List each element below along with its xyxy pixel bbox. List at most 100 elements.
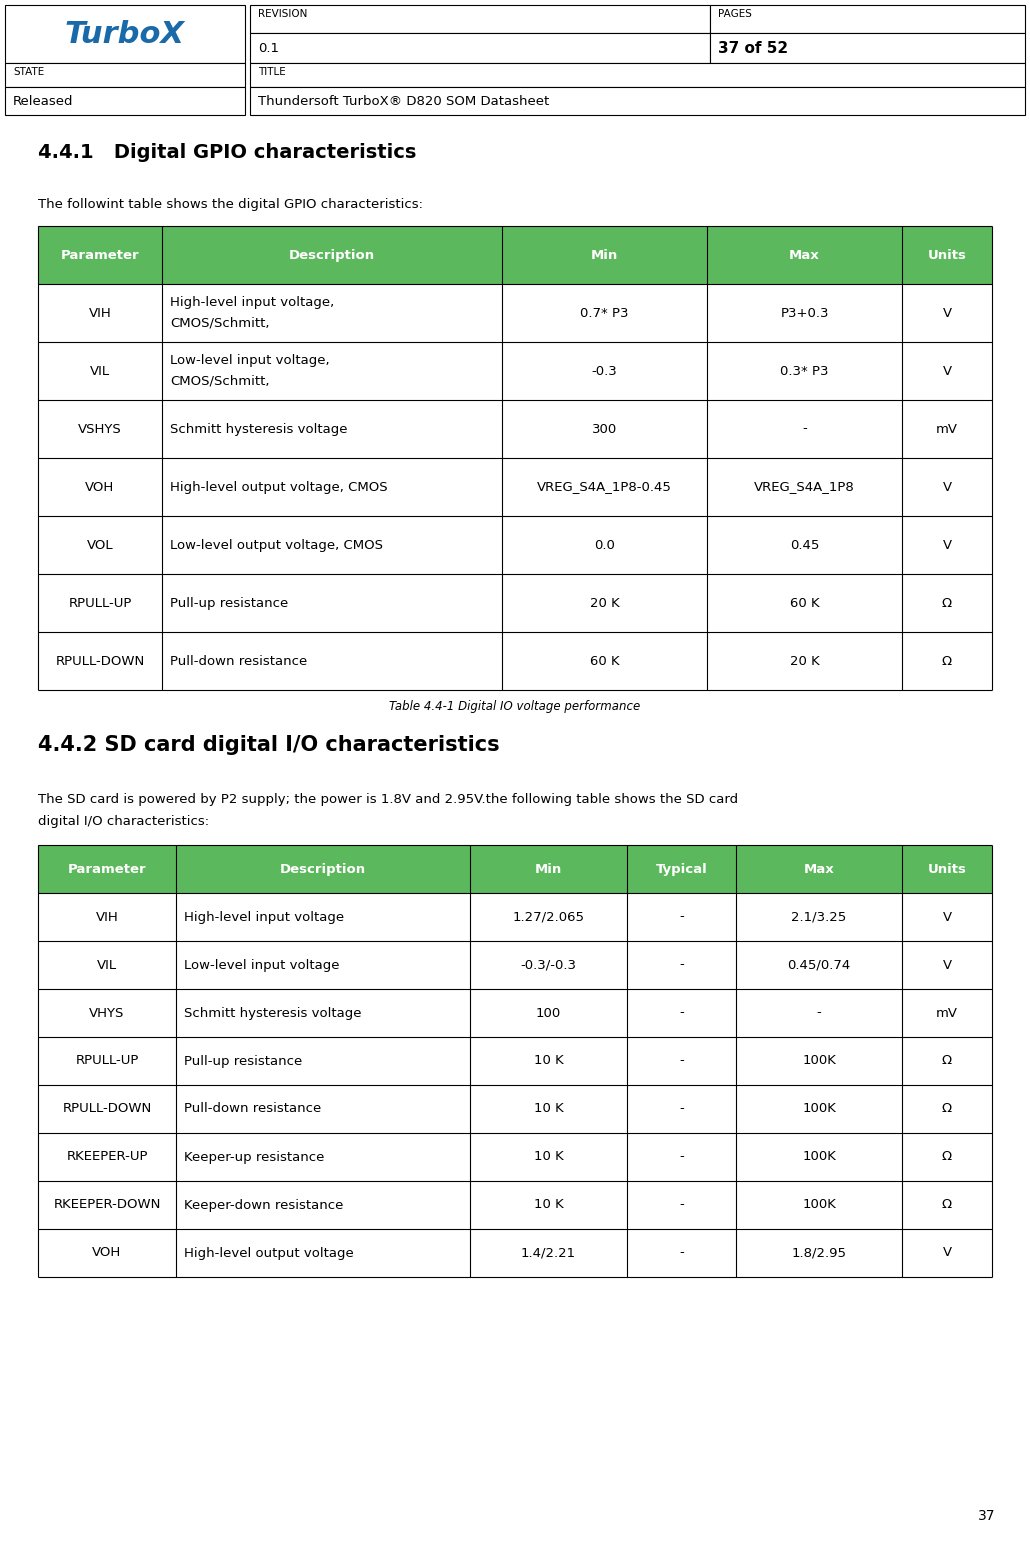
Text: VIL: VIL bbox=[90, 365, 110, 378]
Bar bbox=[707, 401, 902, 458]
Bar bbox=[736, 892, 902, 942]
Text: Low-level output voltage, CMOS: Low-level output voltage, CMOS bbox=[170, 538, 383, 552]
Bar bbox=[162, 632, 502, 690]
Text: V: V bbox=[942, 538, 952, 552]
Bar bbox=[902, 844, 992, 892]
Text: VOH: VOH bbox=[93, 1247, 122, 1259]
Bar bbox=[470, 1180, 627, 1230]
Text: Ω: Ω bbox=[942, 1151, 952, 1163]
Bar bbox=[162, 342, 502, 401]
Text: Low-level input voltage,: Low-level input voltage, bbox=[170, 354, 330, 367]
Bar bbox=[5, 86, 245, 116]
Bar bbox=[176, 942, 470, 989]
Bar bbox=[736, 1180, 902, 1230]
Bar bbox=[38, 942, 176, 989]
Text: The SD card is powered by P2 supply; the power is 1.8V and 2.95V.the following t: The SD card is powered by P2 supply; the… bbox=[38, 794, 739, 806]
Bar bbox=[5, 5, 245, 63]
Bar bbox=[902, 227, 992, 284]
Text: Max: Max bbox=[803, 863, 834, 875]
Text: VREG_S4A_1P8: VREG_S4A_1P8 bbox=[754, 481, 855, 493]
Bar bbox=[250, 32, 710, 63]
Bar bbox=[176, 892, 470, 942]
Text: 0.3* P3: 0.3* P3 bbox=[781, 365, 829, 378]
Text: 0.45: 0.45 bbox=[790, 538, 819, 552]
Text: -0.3: -0.3 bbox=[591, 365, 617, 378]
Bar bbox=[38, 458, 162, 516]
Bar bbox=[902, 892, 992, 942]
Bar bbox=[38, 227, 162, 284]
Text: Low-level input voltage: Low-level input voltage bbox=[184, 959, 340, 971]
Text: -0.3/-0.3: -0.3/-0.3 bbox=[520, 959, 577, 971]
Text: 60 K: 60 K bbox=[790, 596, 819, 610]
Text: -: - bbox=[679, 1151, 684, 1163]
Bar bbox=[902, 1085, 992, 1133]
Text: -: - bbox=[679, 911, 684, 923]
Text: 300: 300 bbox=[592, 422, 617, 436]
Text: mV: mV bbox=[936, 1006, 958, 1020]
Text: -: - bbox=[679, 959, 684, 971]
Text: -: - bbox=[679, 1006, 684, 1020]
Bar bbox=[470, 942, 627, 989]
Bar bbox=[162, 573, 502, 632]
Text: -: - bbox=[679, 1247, 684, 1259]
Text: RPULL-DOWN: RPULL-DOWN bbox=[63, 1102, 151, 1116]
Bar bbox=[38, 573, 162, 632]
Text: Parameter: Parameter bbox=[68, 863, 146, 875]
Text: V: V bbox=[942, 307, 952, 319]
Text: Ω: Ω bbox=[942, 655, 952, 667]
Text: Max: Max bbox=[789, 248, 820, 262]
Text: Units: Units bbox=[928, 863, 966, 875]
Bar bbox=[902, 458, 992, 516]
Text: 1.8/2.95: 1.8/2.95 bbox=[791, 1247, 847, 1259]
Text: V: V bbox=[942, 959, 952, 971]
Text: P3+0.3: P3+0.3 bbox=[781, 307, 829, 319]
Bar bbox=[627, 1085, 736, 1133]
Bar bbox=[902, 942, 992, 989]
Bar bbox=[176, 844, 470, 892]
Text: VOL: VOL bbox=[87, 538, 113, 552]
Text: Pull-up resistance: Pull-up resistance bbox=[184, 1054, 302, 1068]
Bar bbox=[470, 1230, 627, 1277]
Bar bbox=[710, 5, 1025, 32]
Bar bbox=[736, 1133, 902, 1180]
Bar bbox=[502, 401, 707, 458]
Bar bbox=[707, 573, 902, 632]
Text: RKEEPER-DOWN: RKEEPER-DOWN bbox=[54, 1199, 161, 1211]
Bar bbox=[38, 342, 162, 401]
Bar bbox=[902, 573, 992, 632]
Bar bbox=[502, 284, 707, 342]
Bar bbox=[38, 401, 162, 458]
Bar bbox=[250, 63, 1025, 86]
Text: -: - bbox=[817, 1006, 821, 1020]
Text: 100K: 100K bbox=[802, 1199, 836, 1211]
Bar bbox=[176, 1085, 470, 1133]
Text: Released: Released bbox=[13, 94, 73, 108]
Bar bbox=[38, 516, 162, 573]
Bar bbox=[470, 1085, 627, 1133]
Bar bbox=[162, 401, 502, 458]
Bar bbox=[162, 284, 502, 342]
Bar bbox=[470, 989, 627, 1037]
Text: High-level input voltage: High-level input voltage bbox=[184, 911, 344, 923]
Bar bbox=[902, 284, 992, 342]
Bar bbox=[470, 892, 627, 942]
Bar bbox=[162, 516, 502, 573]
Bar bbox=[627, 892, 736, 942]
Text: 100K: 100K bbox=[802, 1102, 836, 1116]
Bar bbox=[902, 1230, 992, 1277]
Bar bbox=[502, 342, 707, 401]
Bar bbox=[38, 1133, 176, 1180]
Text: 20 K: 20 K bbox=[790, 655, 820, 667]
Bar bbox=[736, 1037, 902, 1085]
Text: PAGES: PAGES bbox=[718, 9, 752, 18]
Bar bbox=[710, 32, 1025, 63]
Bar bbox=[627, 844, 736, 892]
Text: Thundersoft TurboX® D820 SOM Datasheet: Thundersoft TurboX® D820 SOM Datasheet bbox=[258, 94, 549, 108]
Bar bbox=[736, 989, 902, 1037]
Text: CMOS/Schmitt,: CMOS/Schmitt, bbox=[170, 317, 270, 330]
Bar bbox=[902, 632, 992, 690]
Text: V: V bbox=[942, 481, 952, 493]
Text: STATE: STATE bbox=[13, 66, 44, 77]
Bar bbox=[176, 1037, 470, 1085]
Bar bbox=[707, 342, 902, 401]
